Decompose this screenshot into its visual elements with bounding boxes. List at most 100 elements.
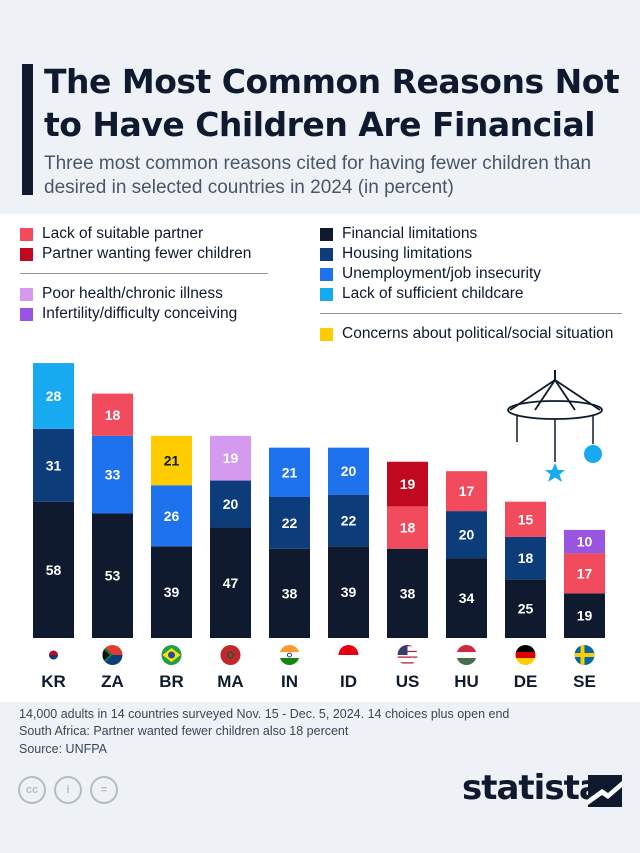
- bar-segment-SE-infertility[interactable]: [564, 529, 605, 554]
- bar-segment-HU-financial[interactable]: [446, 558, 487, 638]
- legend-swatch: [320, 267, 333, 281]
- bar-value-label: 38: [400, 585, 416, 601]
- bar-segment-MA-housing[interactable]: [210, 480, 251, 528]
- flag-icon-kr: [43, 645, 64, 665]
- bar-segment-US-lack_partner[interactable]: [387, 506, 428, 549]
- legend-swatch: [320, 327, 333, 341]
- legend-right-column: Financial limitations Housing limitations…: [320, 224, 622, 344]
- legend-label: Lack of suitable partner: [42, 225, 204, 242]
- bar-segment-ZA-financial[interactable]: [92, 513, 133, 638]
- bar-value-label: 39: [164, 584, 180, 600]
- bar-segment-KR-financial[interactable]: [33, 501, 74, 638]
- bar-value-label: 20: [459, 527, 475, 543]
- no-derivatives-icon[interactable]: =: [90, 776, 118, 804]
- legend-label: Concerns about political/social situatio…: [342, 325, 614, 342]
- bar-value-label: 33: [105, 467, 121, 483]
- license-icons: cc i =: [18, 776, 118, 804]
- bar-value-label: 18: [518, 550, 534, 566]
- legend: Lack of suitable partner Partner wanting …: [0, 214, 640, 352]
- legend-label: Infertility/difficulty conceiving: [42, 305, 238, 322]
- bar-segment-ID-unemployment[interactable]: [328, 447, 369, 495]
- category-label-MA: MA: [217, 672, 243, 691]
- survey-note: 14,000 adults in 14 countries surveyed N…: [19, 707, 510, 721]
- category-label-SE: SE: [573, 672, 596, 691]
- legend-swatch: [20, 287, 33, 301]
- category-label-BR: BR: [159, 672, 184, 691]
- bar-segment-IN-unemployment[interactable]: [269, 447, 310, 497]
- legend-left-column: Lack of suitable partner Partner wanting …: [20, 224, 268, 324]
- bar-value-label: 25: [518, 601, 534, 617]
- bar-segment-SE-lack_partner[interactable]: [564, 553, 605, 594]
- flag-icon-hu: [456, 645, 477, 665]
- flag-icon-de: [515, 645, 536, 665]
- category-label-KR: KR: [41, 672, 66, 691]
- bar-value-label: 19: [223, 450, 239, 466]
- bar-value-label: 22: [282, 515, 298, 531]
- category-label-DE: DE: [514, 672, 538, 691]
- bar-segment-MA-poor_health[interactable]: [210, 435, 251, 481]
- mobile-decoration-icon: [507, 370, 603, 482]
- bar-segment-MA-financial[interactable]: [210, 527, 251, 638]
- flag-icon-us: [397, 645, 418, 665]
- bar-segment-ID-housing[interactable]: [328, 494, 369, 547]
- bar-segment-BR-political[interactable]: [151, 435, 192, 486]
- attribution-icon[interactable]: i: [54, 776, 82, 804]
- bar-segment-IN-financial[interactable]: [269, 548, 310, 638]
- bar-value-label: 34: [459, 590, 475, 606]
- bar-value-label: 22: [341, 513, 357, 529]
- bar-segment-DE-housing[interactable]: [505, 536, 546, 580]
- bar-segment-IN-housing[interactable]: [269, 497, 310, 549]
- bar-value-label: 17: [459, 483, 475, 499]
- chart-title: The Most Common Reasons Not to Have Chil…: [44, 62, 620, 144]
- bar-segment-HU-lack_partner[interactable]: [446, 471, 487, 512]
- chart-subtitle: Three most common reasons cited for havi…: [44, 153, 592, 198]
- flag-icon-id: [338, 645, 359, 665]
- bar-value-label: 19: [400, 476, 416, 492]
- bar-segment-ID-financial[interactable]: [328, 546, 369, 638]
- legend-item-unemployment: Unemployment/job insecurity: [320, 264, 622, 284]
- bar-segment-DE-financial[interactable]: [505, 579, 546, 638]
- bar-segment-BR-unemployment[interactable]: [151, 485, 192, 547]
- legend-swatch: [320, 247, 333, 261]
- bar-segment-US-financial[interactable]: [387, 548, 428, 638]
- legend-label: Poor health/chronic illness: [42, 285, 223, 302]
- legend-item-lack_partner: Lack of suitable partner: [20, 224, 268, 244]
- legend-item-partner_fewer: Partner wanting fewer children: [20, 244, 268, 264]
- creative-commons-icon[interactable]: cc: [18, 776, 46, 804]
- bar-segment-US-partner_fewer[interactable]: [387, 461, 428, 507]
- flag-icon-in: [279, 645, 300, 665]
- bar-segment-KR-housing[interactable]: [33, 428, 74, 502]
- bar-value-label: 28: [46, 388, 62, 404]
- bar-segment-HU-housing[interactable]: [446, 511, 487, 559]
- legend-item-infertility: Infertility/difficulty conceiving: [20, 304, 268, 324]
- bar-value-label: 18: [400, 520, 416, 536]
- bar-segment-SE-financial[interactable]: [564, 593, 605, 638]
- stacked-bar-chart: 58 31 28 KR 53 33 18 ZA 39 26 21 BR 47 20 19 MA 38 22 21 IN…: [33, 363, 605, 691]
- category-label-ID: ID: [340, 672, 357, 691]
- legend-item-childcare: Lack of sufficient childcare: [320, 284, 622, 304]
- south-africa-note: South Africa: Partner wanted fewer child…: [19, 724, 349, 738]
- chart-area: 58 31 28 KR 53 33 18 ZA 39 26 21 BR 47 20 19 MA 38 22 21 IN…: [0, 352, 640, 702]
- legend-divider: [320, 313, 622, 314]
- bar-value-label: 19: [577, 608, 593, 624]
- bar-value-label: 10: [577, 534, 593, 550]
- legend-label: Unemployment/job insecurity: [342, 265, 542, 282]
- bar-segment-ZA-unemployment[interactable]: [92, 435, 133, 514]
- bar-segment-KR-childcare[interactable]: [33, 363, 74, 429]
- bar-value-label: 15: [518, 511, 534, 527]
- bar-value-label: 31: [46, 457, 62, 473]
- legend-swatch: [20, 307, 33, 321]
- bar-segment-ZA-lack_partner[interactable]: [92, 393, 133, 436]
- bar-value-label: 20: [341, 463, 357, 479]
- flag-icon-br: [161, 645, 182, 665]
- statista-logo-icon: [588, 775, 622, 807]
- bar-segment-BR-financial[interactable]: [151, 546, 192, 638]
- legend-item-poor_health: Poor health/chronic illness: [20, 284, 268, 304]
- category-label-ZA: ZA: [101, 672, 124, 691]
- bar-value-label: 38: [282, 585, 298, 601]
- bar-segment-DE-lack_partner[interactable]: [505, 501, 546, 537]
- title-accent-bar: [22, 64, 33, 195]
- legend-divider: [20, 273, 268, 274]
- bar-value-label: 21: [282, 464, 298, 480]
- statista-logo[interactable]: statista: [462, 768, 602, 808]
